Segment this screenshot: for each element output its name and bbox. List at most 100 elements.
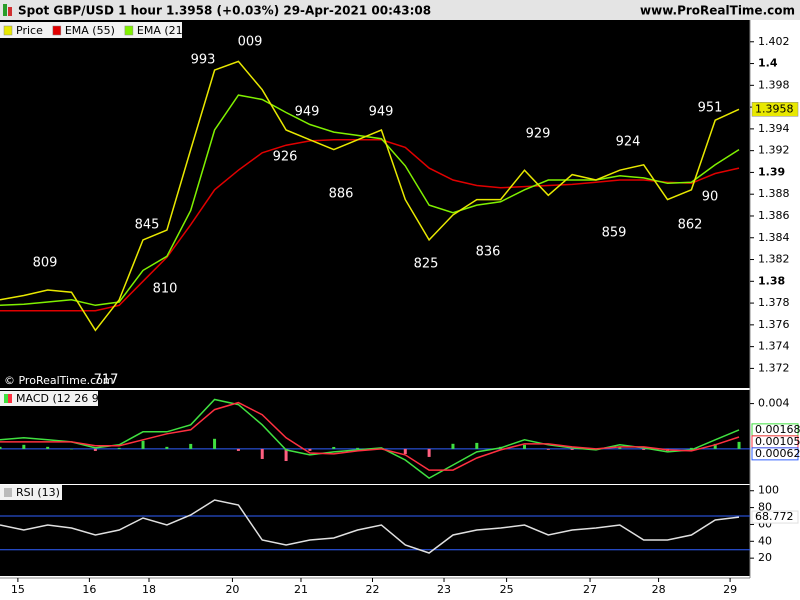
legend-label: Price: [16, 24, 43, 37]
x-tick-label: 23: [437, 583, 451, 596]
y-tick-label: 1.374: [758, 340, 790, 353]
y-tick-label: 1.4: [758, 57, 778, 70]
y-tick-label: 1.386: [758, 209, 790, 222]
histogram-bar: [141, 440, 145, 449]
ema-line: [0, 139, 740, 312]
x-tick-label: 22: [366, 583, 380, 596]
histogram-bar: [22, 444, 26, 449]
header-icon: [8, 7, 12, 16]
y-tick-label: 40: [758, 534, 772, 547]
y-tick-label: 80: [758, 501, 772, 514]
histogram-bar: [403, 448, 407, 454]
price-panel: [0, 20, 750, 388]
legend-swatch: [52, 25, 62, 36]
indicator-line: [0, 401, 740, 471]
histogram-bar: [236, 448, 240, 451]
histogram-bar: [713, 443, 717, 449]
histogram-bar: [451, 443, 455, 449]
annotation: 949: [295, 105, 320, 120]
legend-swatch: [3, 25, 13, 36]
y-tick-label: 1.384: [758, 231, 790, 244]
x-tick-label: 25: [500, 583, 514, 596]
histogram-bar: [356, 447, 360, 449]
y-tick-label: 20: [758, 551, 772, 564]
header-bar: [0, 0, 800, 20]
y-tick-label: 1.39: [758, 165, 785, 178]
legend-bar: [0, 22, 182, 38]
last-value-tag: [751, 102, 799, 117]
legend-swatch: [4, 488, 12, 497]
y-tick-label: 1.376: [758, 318, 790, 331]
histogram-bar: [522, 444, 526, 449]
panel-title: RSI (13): [16, 486, 60, 499]
x-tick-label: 28: [652, 583, 666, 596]
last-value-label: 0.00105: [755, 435, 800, 448]
y-tick-label: 1.402: [758, 35, 790, 48]
header-site[interactable]: www.ProRealTime.com: [640, 4, 795, 18]
rsi-panel: [0, 485, 750, 576]
last-value-label: 0.00062: [755, 447, 800, 460]
y-tick-label: 1.388: [758, 187, 790, 200]
y-tick-label: 1.394: [758, 122, 790, 135]
annotation: 845: [135, 218, 160, 233]
y-tick-label: 0.004: [758, 397, 790, 410]
histogram-bar: [618, 446, 622, 449]
histogram-bar: [737, 441, 741, 449]
histogram-bar: [260, 448, 264, 459]
annotation: 009: [238, 35, 263, 50]
last-value-label: 68.772: [755, 510, 794, 523]
legend-bar: [0, 485, 62, 500]
ema-line: [0, 94, 740, 307]
annotation: 825: [414, 257, 439, 272]
histogram-bar: [427, 448, 431, 457]
legend-label: EMA (21): [137, 24, 187, 37]
histogram-bar: [570, 448, 574, 450]
legend-swatch: [4, 394, 8, 403]
panel-title: MACD (12 26 9): [16, 392, 103, 405]
x-tick-label: 21: [294, 583, 308, 596]
annotation: 949: [369, 105, 394, 120]
x-tick-label: 20: [225, 583, 239, 596]
histogram-bar: [93, 448, 97, 451]
histogram-bar: [642, 448, 646, 450]
y-tick-label: 1.38: [758, 274, 785, 287]
header-icon: [3, 4, 7, 16]
annotation: 810: [153, 282, 178, 297]
x-tick-label: 16: [82, 583, 96, 596]
legend-bar: [0, 391, 98, 406]
macd-panel: [0, 390, 750, 484]
copyright: © ProRealTime.com: [4, 374, 114, 387]
annotation: 862: [678, 218, 703, 233]
histogram-bar: [308, 448, 312, 451]
price-line: [0, 60, 740, 332]
annotation: 859: [602, 226, 627, 241]
last-value-tag: [751, 510, 799, 524]
histogram-bar: [284, 448, 288, 462]
x-tick-label: 18: [142, 583, 156, 596]
annotation: 886: [329, 187, 354, 202]
annotation: 951: [698, 101, 723, 116]
histogram-bar: [165, 446, 169, 449]
indicator-line: [0, 398, 740, 479]
last-value-tag: [751, 447, 799, 461]
y-tick-label: 1.382: [758, 253, 790, 266]
y-tick-label: 1.372: [758, 361, 790, 374]
annotation: 836: [476, 245, 501, 260]
legend-label: EMA (55): [65, 24, 115, 37]
y-tick-label: 1.378: [758, 296, 790, 309]
y-tick-label: 100: [758, 484, 779, 497]
histogram-bar: [213, 438, 217, 449]
histogram-bar: [189, 443, 193, 449]
last-value-label: 0.00168: [755, 423, 800, 436]
histogram-bar: [475, 442, 479, 449]
y-tick-label: 1.392: [758, 144, 790, 157]
histogram-bar: [0, 446, 2, 449]
indicator-line: [0, 499, 740, 554]
histogram-bar: [46, 446, 50, 449]
annotation: 924: [616, 135, 641, 150]
header-title: Spot GBP/USD 1 hour 1.3958 (+0.03%) 29-A…: [18, 4, 431, 18]
annotation: 993: [191, 53, 216, 68]
last-value-label: 1.3958: [755, 102, 794, 115]
legend-swatch: [124, 25, 134, 36]
